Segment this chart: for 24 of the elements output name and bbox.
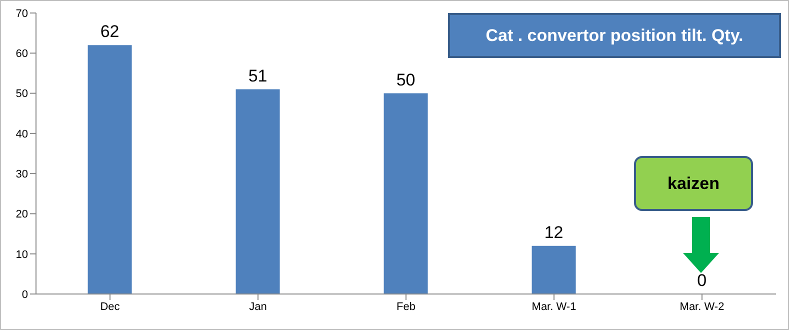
- callout-box: kaizen: [634, 156, 753, 211]
- y-tick-label: 50: [16, 88, 28, 100]
- x-tick-label: Jan: [249, 300, 267, 313]
- data-label: 50: [396, 70, 416, 90]
- y-tick-label: 0: [22, 288, 28, 301]
- y-tick-label: 20: [16, 208, 28, 221]
- data-label: 62: [100, 22, 120, 42]
- data-label: 12: [544, 222, 564, 242]
- x-tick-label: Dec: [100, 300, 120, 313]
- x-tick-label: Mar. W-2: [680, 300, 724, 313]
- x-tick-label: Mar. W-1: [532, 300, 576, 313]
- bar: [88, 45, 132, 294]
- title-box: Cat . convertor position tilt. Qty.: [448, 13, 781, 58]
- y-tick-label: 30: [16, 168, 28, 180]
- bar: [384, 93, 428, 294]
- data-label: 51: [248, 66, 268, 86]
- y-tick-label: 70: [16, 8, 28, 20]
- bar: [236, 89, 280, 294]
- bar: [532, 246, 576, 294]
- y-tick-label: 10: [16, 248, 28, 261]
- y-tick-label: 60: [16, 48, 28, 60]
- y-tick-label: 40: [16, 128, 28, 140]
- x-tick-label: Feb: [396, 300, 416, 313]
- data-label: 0: [697, 270, 707, 290]
